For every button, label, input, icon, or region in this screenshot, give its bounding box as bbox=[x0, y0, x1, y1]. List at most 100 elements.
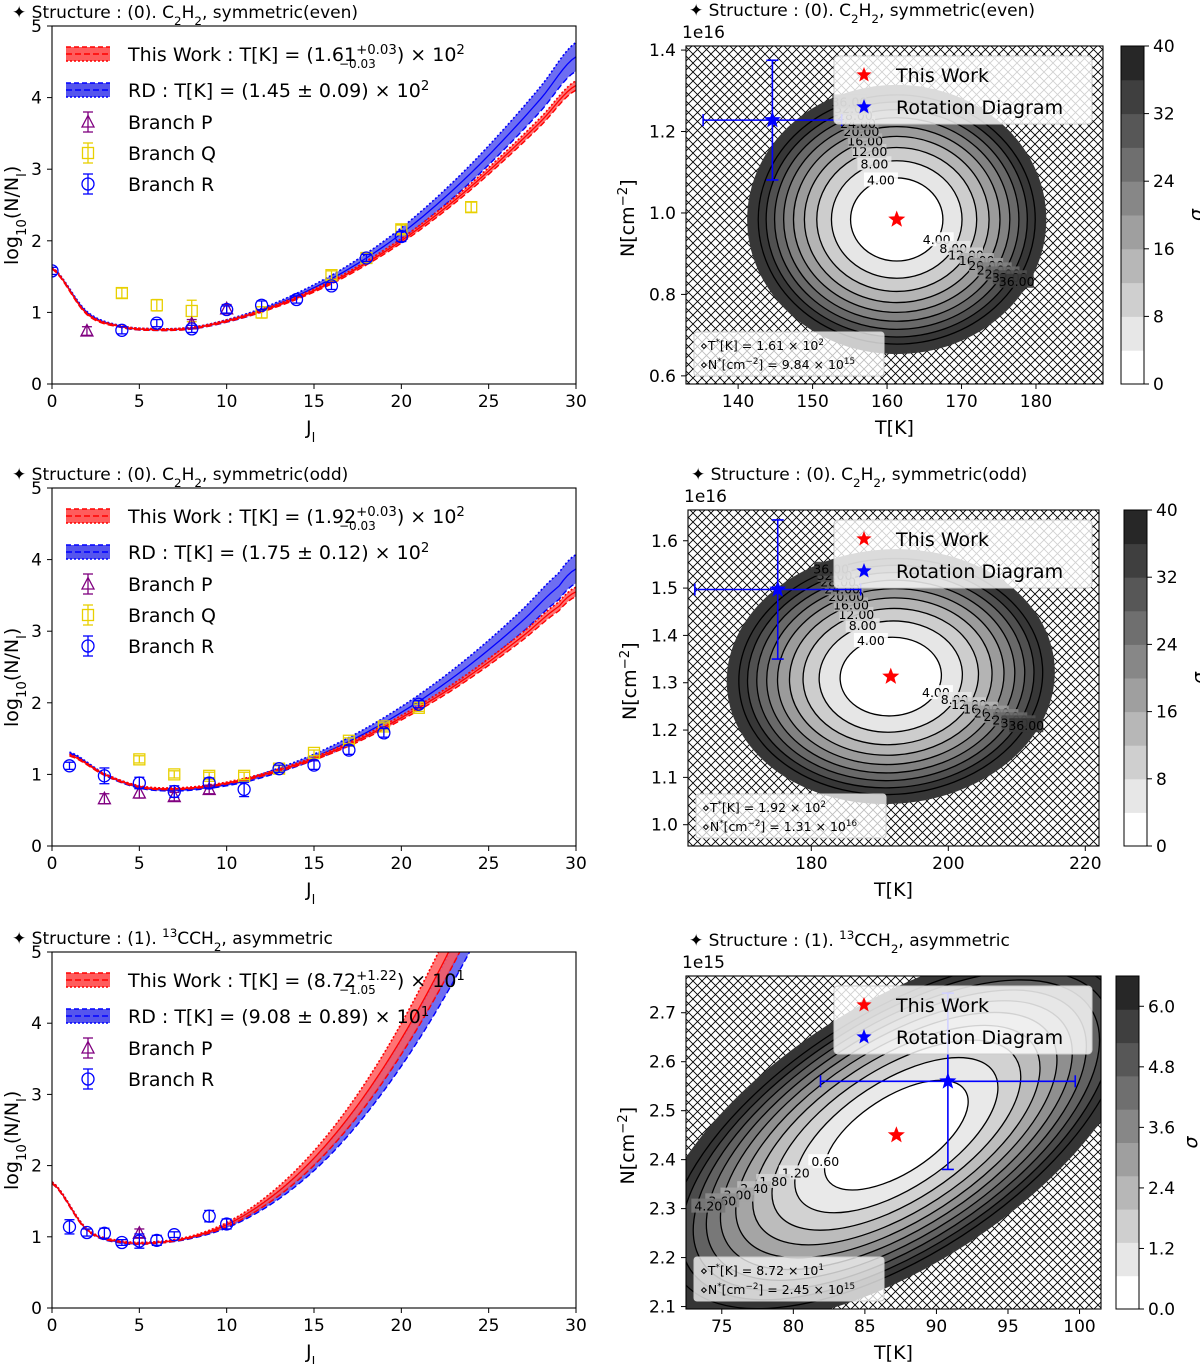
x-tick-label: 30 bbox=[565, 1316, 587, 1336]
legend-this-work-star bbox=[856, 531, 872, 546]
contour-label: 4.00 bbox=[867, 172, 895, 187]
info-temperature: ⋄T*[K] = 1.61 × 102 bbox=[700, 338, 824, 353]
legend-branch-r: Branch R bbox=[128, 1069, 214, 1091]
colorbar-band bbox=[1121, 316, 1144, 351]
legend-rd-star bbox=[856, 99, 872, 114]
branch-r-point bbox=[324, 279, 339, 293]
text-segment: 10 bbox=[15, 219, 30, 236]
text-segment: 2 bbox=[174, 476, 182, 490]
info-box: ⋄T*[K] = 8.72 × 101⋄N*[cm−2] = 2.45 × 10… bbox=[693, 1256, 885, 1302]
y-tick-label: 0 bbox=[31, 375, 42, 395]
text-segment: 2 bbox=[456, 505, 464, 520]
legend-branch-p: Branch P bbox=[128, 574, 213, 596]
y-tick-label: 0.6 bbox=[649, 367, 676, 387]
panel-title: ✦ Structure : (1). 13CCH2, asymmetric bbox=[689, 928, 1010, 956]
text-segment: l bbox=[312, 893, 316, 908]
text-segment: ⋄N bbox=[700, 357, 717, 372]
y-axis-label: N[cm−2] bbox=[616, 1107, 640, 1185]
legend-rd: Rotation Diagram bbox=[896, 1027, 1063, 1049]
legend-lower-uncertainty: −0.03 bbox=[339, 57, 376, 71]
text-segment: RD : T[K] = (9.08 ± 0.89) × 10 bbox=[128, 1006, 421, 1028]
text-segment: J bbox=[305, 1341, 312, 1363]
branch-r-point bbox=[97, 769, 112, 783]
text-segment: −2 bbox=[616, 187, 631, 207]
text-segment: ) bbox=[1, 166, 23, 173]
y-tick-label: 1.2 bbox=[649, 123, 676, 143]
branch-r-point bbox=[150, 1233, 164, 1248]
this-work-star bbox=[887, 1126, 905, 1143]
branch-p-point bbox=[79, 323, 95, 337]
this-work-upper-bound bbox=[52, 80, 576, 330]
branch-r-point bbox=[220, 302, 234, 317]
y-tick-label: 1 bbox=[31, 765, 42, 785]
text-segment: ⋄N bbox=[702, 819, 719, 834]
x-tick-label: 20 bbox=[391, 854, 413, 874]
text-segment: H bbox=[859, 1, 872, 21]
text-segment: ⋄T bbox=[702, 800, 718, 815]
text-segment: This Work : T[K] = (1.61 bbox=[127, 44, 356, 66]
legend: This Work Rotation Diagram bbox=[833, 519, 1093, 589]
text-segment: ] = 2.45 × 10 bbox=[758, 1282, 844, 1297]
legend-branch-p: Branch P bbox=[128, 112, 213, 134]
x-tick-label: 150 bbox=[796, 392, 828, 412]
info-column-density: ⋄N*[cm−2] = 2.45 × 1015 bbox=[700, 1282, 855, 1297]
x-axis-label: Jl bbox=[305, 1341, 315, 1364]
branch-q-point bbox=[133, 753, 146, 766]
panel-title: ✦ Structure : (0). C2H2, symmetric(odd) bbox=[691, 465, 1027, 490]
contour-line bbox=[803, 135, 990, 304]
y-tick-label: 5 bbox=[31, 17, 42, 37]
branch-r-point bbox=[254, 298, 269, 312]
colorbar-tick-label: 8 bbox=[1156, 770, 1167, 790]
y-tick-label: 3 bbox=[31, 160, 42, 180]
panel-title: ✦ Structure : (1). 13CCH2, asymmetric bbox=[12, 926, 333, 954]
colorbar-tick-label: 3.6 bbox=[1148, 1118, 1175, 1138]
colorbar-band bbox=[1124, 543, 1147, 578]
contour-line bbox=[823, 1079, 969, 1191]
colorbar-band bbox=[1124, 610, 1147, 645]
colorbar-label: σ bbox=[1180, 1136, 1200, 1149]
text-segment: * bbox=[715, 1263, 720, 1273]
x-tick-label: 5 bbox=[134, 392, 145, 412]
y-tick-label: 5 bbox=[31, 479, 42, 499]
colorbar: 0 8 16 24 32 40 σ bbox=[1120, 37, 1200, 395]
x-tick-label: 5 bbox=[134, 854, 145, 874]
legend: This Work : T[K] = (1.61+0.03) × 102−0.0… bbox=[66, 43, 465, 196]
text-segment: ⋄T bbox=[700, 1263, 716, 1278]
text-segment: ) × 10 bbox=[397, 44, 457, 66]
contour-label-bg bbox=[999, 273, 1034, 288]
text-segment: [cm bbox=[724, 819, 748, 834]
contour-label: 12.00 bbox=[851, 144, 887, 159]
colorbar-tick-label: 40 bbox=[1153, 37, 1175, 57]
y-tick-label: 2.4 bbox=[649, 1151, 676, 1171]
y-tick-label: 4 bbox=[31, 551, 42, 571]
text-segment: H bbox=[182, 3, 195, 23]
branch-q-point bbox=[307, 746, 321, 760]
legend-rd-star bbox=[856, 563, 872, 578]
branch-r-point bbox=[150, 316, 164, 330]
legend-rd: Rotation Diagram bbox=[896, 97, 1063, 119]
text-segment: , asymmetric bbox=[898, 931, 1009, 951]
x-tick-label: 15 bbox=[303, 854, 325, 874]
colorbar-tick-label: 32 bbox=[1153, 105, 1175, 125]
text-segment: N[cm bbox=[617, 1134, 639, 1185]
x-tick-label: 80 bbox=[783, 1317, 805, 1337]
colorbar-band bbox=[1121, 46, 1144, 81]
contour-line bbox=[794, 1056, 999, 1214]
plot-area bbox=[52, 952, 471, 1250]
text-segment: N[cm bbox=[619, 669, 641, 720]
contour-line bbox=[816, 146, 978, 293]
legend-rd: Rotation Diagram bbox=[896, 561, 1063, 583]
legend-marker bbox=[81, 1072, 95, 1086]
this-work-fit-line bbox=[69, 591, 576, 790]
text-segment: −2 bbox=[748, 819, 761, 829]
text-segment: [cm bbox=[722, 357, 746, 372]
colorbar-tick-label: 6.0 bbox=[1148, 997, 1175, 1017]
contour-line bbox=[788, 597, 993, 756]
colorbar-tick-label: 2.4 bbox=[1148, 1179, 1175, 1199]
colorbar-band bbox=[1116, 1075, 1139, 1110]
y-tick-label: 2.2 bbox=[649, 1249, 676, 1269]
text-segment: 2 bbox=[421, 541, 429, 556]
text-segment: H bbox=[182, 465, 195, 485]
text-segment: , symmetric(even) bbox=[202, 3, 358, 23]
